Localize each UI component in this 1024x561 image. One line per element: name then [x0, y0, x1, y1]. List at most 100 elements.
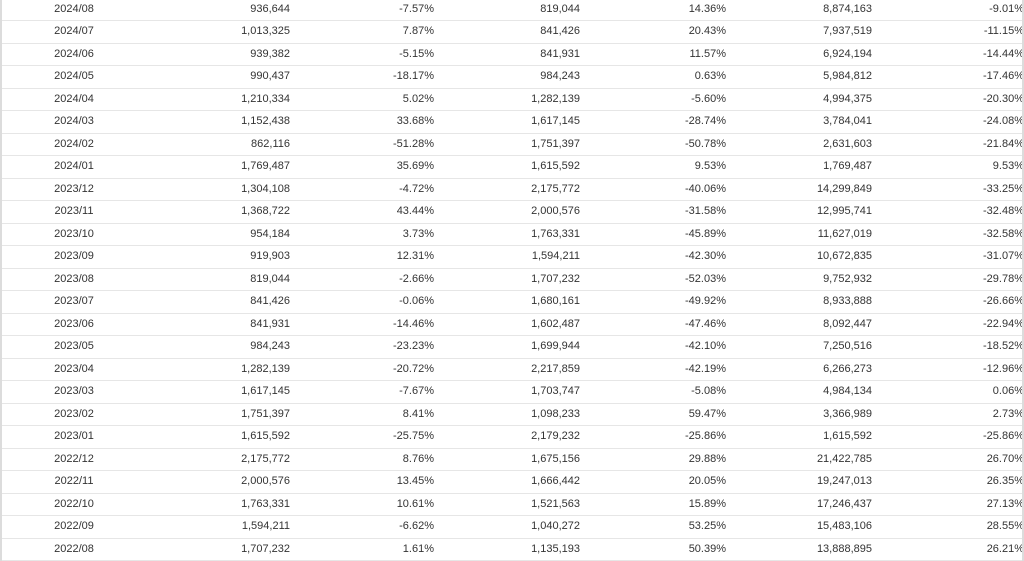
date-cell: 2024/02	[0, 133, 148, 156]
value-1-cell: 2,175,772	[148, 448, 290, 471]
value-3-cell: 5,984,812	[726, 65, 872, 89]
value-3-cell: 3,784,041	[726, 110, 872, 134]
change-1-cell: -14.46%	[290, 313, 434, 336]
value-3-cell: 8,092,447	[726, 313, 872, 336]
change-2-cell: -52.03%	[580, 268, 726, 291]
date-cell: 2022/09	[0, 515, 148, 539]
table-row: 2022/10 1,763,331 10.61% 1,521,563 15.89% 17,…	[0, 493, 1024, 516]
value-2-cell: 1,098,233	[434, 403, 580, 426]
value-1-cell: 919,903	[148, 245, 290, 269]
value-1-cell: 984,243	[148, 335, 290, 359]
change-3-cell: -25.86%	[872, 425, 1024, 449]
value-3-cell: 8,874,163	[726, 0, 872, 21]
change-2-cell: 29.88%	[580, 448, 726, 471]
value-3-cell: 6,924,194	[726, 43, 872, 66]
table-row: 2023/02 1,751,397 8.41% 1,098,233 59.47% 3,36…	[0, 403, 1024, 426]
value-3-cell: 2,631,603	[726, 133, 872, 156]
value-3-cell: 11,627,019	[726, 223, 872, 246]
date-cell: 2024/03	[0, 110, 148, 134]
table-row: 2023/08 819,044 -2.66% 1,707,232 -52.03% 9,75…	[0, 268, 1024, 291]
table-row: 2023/04 1,282,139 -20.72% 2,217,859 -42.19% 6…	[0, 358, 1024, 381]
change-3-cell: -24.08%	[872, 110, 1024, 134]
value-2-cell: 2,000,576	[434, 200, 580, 224]
table-row: 2023/01 1,615,592 -25.75% 2,179,232 -25.86% 1…	[0, 425, 1024, 449]
value-1-cell: 1,769,487	[148, 155, 290, 179]
change-1-cell: 35.69%	[290, 155, 434, 179]
value-1-cell: 1,707,232	[148, 538, 290, 561]
change-2-cell: -5.60%	[580, 88, 726, 111]
change-2-cell: 20.05%	[580, 470, 726, 494]
change-2-cell: -28.74%	[580, 110, 726, 134]
change-3-cell: -18.52%	[872, 335, 1024, 359]
change-3-cell: -20.30%	[872, 88, 1024, 111]
value-1-cell: 841,931	[148, 313, 290, 336]
change-1-cell: 10.61%	[290, 493, 434, 516]
change-2-cell: -40.06%	[580, 178, 726, 201]
table-row: 2022/12 2,175,772 8.76% 1,675,156 29.88% 21,4…	[0, 448, 1024, 471]
value-2-cell: 1,675,156	[434, 448, 580, 471]
change-3-cell: -32.58%	[872, 223, 1024, 246]
value-2-cell: 984,243	[434, 65, 580, 89]
change-2-cell: 50.39%	[580, 538, 726, 561]
table-row: 2023/11 1,368,722 43.44% 2,000,576 -31.58% 12…	[0, 200, 1024, 224]
table-row: 2022/08 1,707,232 1.61% 1,135,193 50.39% 13,8…	[0, 538, 1024, 561]
change-2-cell: -5.08%	[580, 380, 726, 404]
table-row: 2023/09 919,903 12.31% 1,594,211 -42.30% 10,6…	[0, 245, 1024, 269]
value-2-cell: 819,044	[434, 0, 580, 21]
change-3-cell: -9.01%	[872, 0, 1024, 21]
table-row: 2024/07 1,013,325 7.87% 841,426 20.43% 7,937,…	[0, 20, 1024, 44]
value-3-cell: 13,888,895	[726, 538, 872, 561]
change-1-cell: -51.28%	[290, 133, 434, 156]
change-3-cell: 28.55%	[872, 515, 1024, 539]
change-3-cell: -17.46%	[872, 65, 1024, 89]
value-2-cell: 1,040,272	[434, 515, 580, 539]
change-2-cell: 20.43%	[580, 20, 726, 44]
table-row: 2023/03 1,617,145 -7.67% 1,703,747 -5.08% 4,9…	[0, 380, 1024, 404]
value-3-cell: 8,933,888	[726, 290, 872, 314]
value-1-cell: 841,426	[148, 290, 290, 314]
table-row: 2024/02 862,116 -51.28% 1,751,397 -50.78% 2,6…	[0, 133, 1024, 156]
change-1-cell: 13.45%	[290, 470, 434, 494]
change-3-cell: -26.66%	[872, 290, 1024, 314]
date-cell: 2023/02	[0, 403, 148, 426]
value-3-cell: 4,984,134	[726, 380, 872, 404]
value-1-cell: 954,184	[148, 223, 290, 246]
change-2-cell: 14.36%	[580, 0, 726, 21]
date-cell: 2024/04	[0, 88, 148, 111]
date-cell: 2023/06	[0, 313, 148, 336]
change-3-cell: 2.73%	[872, 403, 1024, 426]
change-3-cell: -33.25%	[872, 178, 1024, 201]
change-3-cell: 27.13%	[872, 493, 1024, 516]
date-cell: 2022/10	[0, 493, 148, 516]
change-2-cell: 0.63%	[580, 65, 726, 89]
change-2-cell: -42.30%	[580, 245, 726, 269]
change-2-cell: 15.89%	[580, 493, 726, 516]
value-2-cell: 1,615,592	[434, 155, 580, 179]
value-1-cell: 1,152,438	[148, 110, 290, 134]
change-3-cell: -31.07%	[872, 245, 1024, 269]
value-2-cell: 1,680,161	[434, 290, 580, 314]
change-1-cell: 8.41%	[290, 403, 434, 426]
table-row: 2024/08 936,644 -7.57% 819,044 14.36% 8,874,1…	[0, 0, 1024, 21]
value-2-cell: 1,602,487	[434, 313, 580, 336]
value-1-cell: 1,617,145	[148, 380, 290, 404]
date-cell: 2024/05	[0, 65, 148, 89]
date-cell: 2023/10	[0, 223, 148, 246]
value-2-cell: 1,707,232	[434, 268, 580, 291]
table-row: 2023/12 1,304,108 -4.72% 2,175,772 -40.06% 14…	[0, 178, 1024, 201]
table-row: 2024/04 1,210,334 5.02% 1,282,139 -5.60% 4,99…	[0, 88, 1024, 111]
value-3-cell: 17,246,437	[726, 493, 872, 516]
table-row: 2022/09 1,594,211 -6.62% 1,040,272 53.25% 15,…	[0, 515, 1024, 539]
change-1-cell: -4.72%	[290, 178, 434, 201]
change-2-cell: -42.19%	[580, 358, 726, 381]
value-3-cell: 1,769,487	[726, 155, 872, 179]
change-1-cell: 8.76%	[290, 448, 434, 471]
table-row: 2023/06 841,931 -14.46% 1,602,487 -47.46% 8,0…	[0, 313, 1024, 336]
date-cell: 2024/01	[0, 155, 148, 179]
table-row: 2023/10 954,184 3.73% 1,763,331 -45.89% 11,62…	[0, 223, 1024, 246]
change-2-cell: -25.86%	[580, 425, 726, 449]
value-3-cell: 9,752,932	[726, 268, 872, 291]
value-3-cell: 10,672,835	[726, 245, 872, 269]
